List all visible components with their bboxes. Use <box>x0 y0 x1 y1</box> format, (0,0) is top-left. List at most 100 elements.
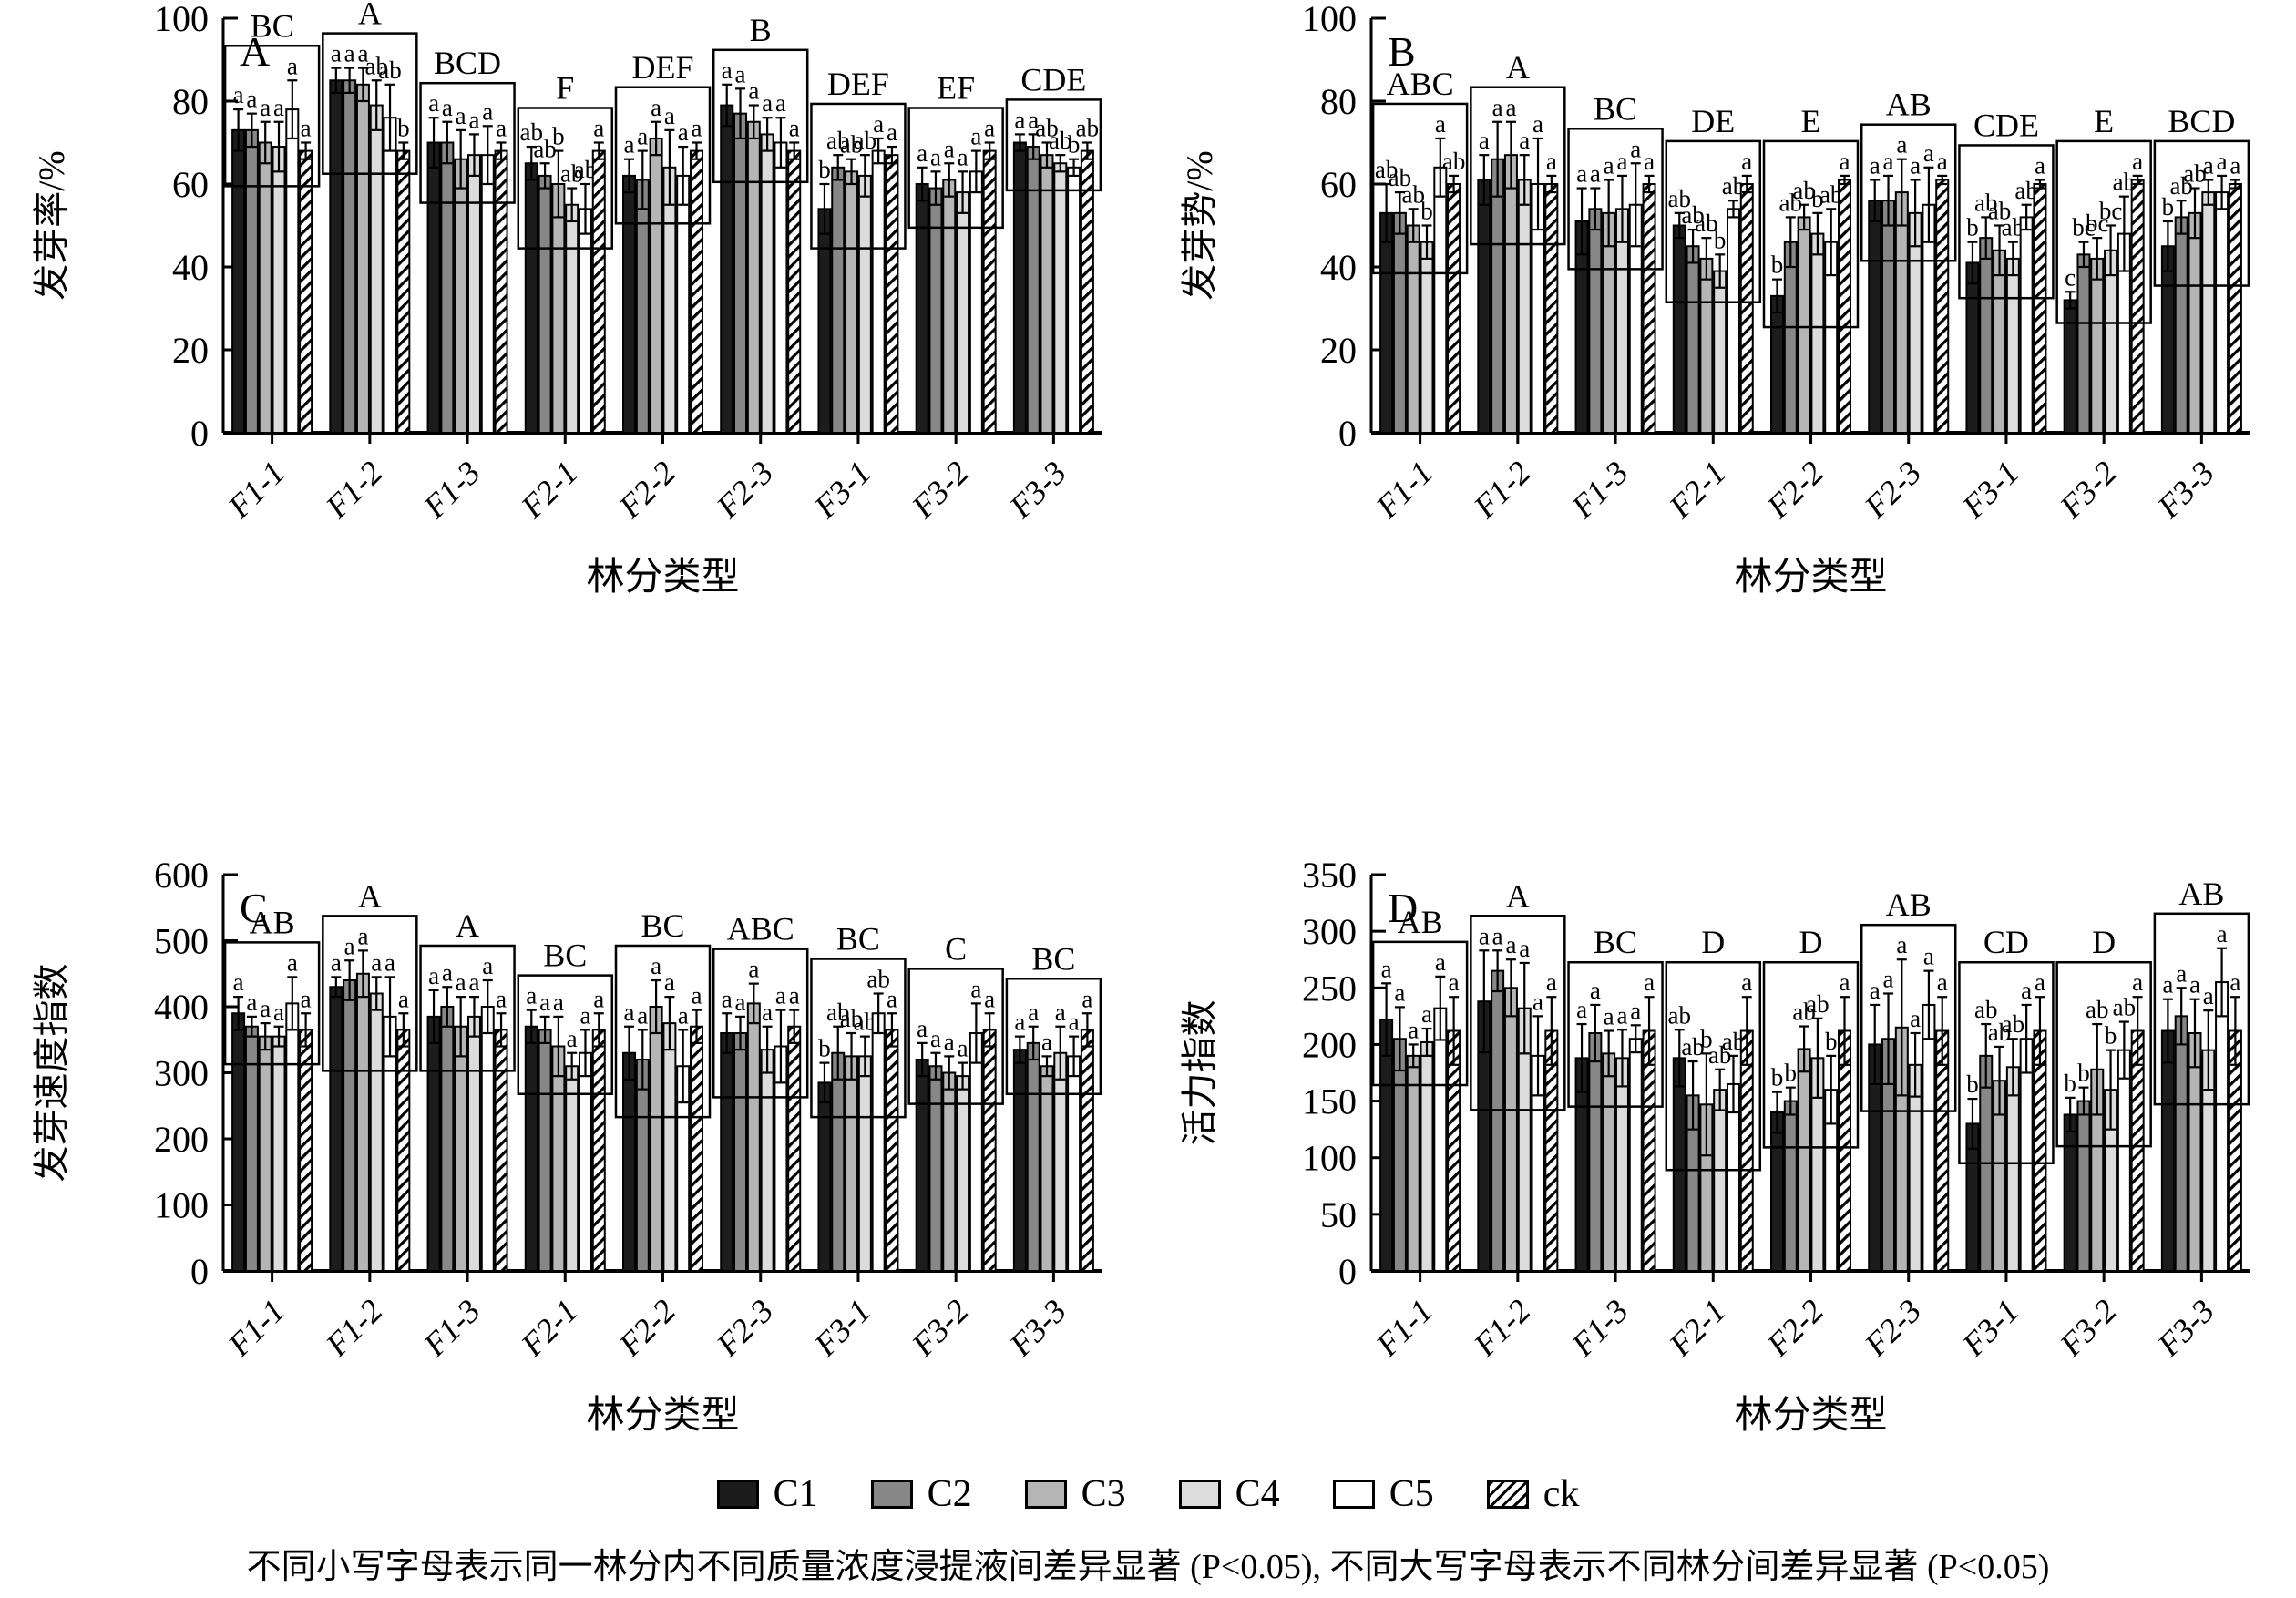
y-tick-label: 150 <box>1302 1081 1357 1122</box>
group-box-F3-3 <box>2153 912 2250 1106</box>
bar-sig-letter: b <box>1825 1028 1838 1055</box>
bar-ck-F2-3 <box>787 149 802 434</box>
bar-sig-letter: a <box>1870 977 1881 1004</box>
bar-C3-F3-3 <box>1040 1065 1054 1272</box>
bar-sig-letter: a <box>735 989 746 1016</box>
bar-C2-F2-3 <box>733 1032 748 1272</box>
bar-C3-F3-1 <box>845 1055 859 1272</box>
panel-letter: B <box>1388 28 1416 75</box>
bar-C4-F2-1 <box>1713 270 1727 434</box>
bar-sig-letter: a <box>2162 971 2173 999</box>
bar-ck-F1-1 <box>1447 183 1461 434</box>
group-sig-letter: BC <box>1594 90 1637 127</box>
bar-sig-letter: a <box>1028 999 1039 1026</box>
y-tick-label: 600 <box>154 855 209 896</box>
bar-sig-letter: a <box>722 985 733 1012</box>
group-sig-letter: DEF <box>631 49 693 86</box>
y-tick-label: 0 <box>1338 1251 1357 1292</box>
group-box-F3-2 <box>907 107 1004 230</box>
bar-sig-letter: a <box>678 1001 689 1029</box>
bar-sig-letter: a <box>930 1025 941 1052</box>
legend-item-c1: C1 <box>716 1475 818 1513</box>
bar-C5-F1-1 <box>1433 1007 1448 1273</box>
bar-C4-F2-2 <box>1810 232 1825 434</box>
bar-ck-F3-1 <box>2033 1029 2047 1272</box>
bar-C2-F1-3 <box>1588 208 1603 434</box>
group-sig-letter: BCD <box>434 45 501 81</box>
bar-C5-F1-1 <box>285 1002 300 1272</box>
x-tick-label: F1-2 <box>318 1292 389 1363</box>
bar-C4-F1-2 <box>369 992 384 1272</box>
group-box-F2-1 <box>1665 139 1762 303</box>
bar-C1-F1-1 <box>1379 211 1394 434</box>
bar-C2-F2-1 <box>538 1029 552 1272</box>
bar-C1-F1-2 <box>329 986 343 1272</box>
group-sig-letter: A <box>456 907 479 944</box>
bar-C4-F1-3 <box>1614 1057 1629 1273</box>
group-sig-letter: BC <box>543 937 587 974</box>
bar-C2-F3-1 <box>831 1051 846 1272</box>
bar-sig-letter: a <box>287 948 298 976</box>
legend-item-ck: ck <box>1486 1475 1579 1513</box>
x-tick-label: F2-2 <box>611 1292 682 1363</box>
bar-sig-letter: a <box>1937 968 1948 996</box>
bar-C3-F3-1 <box>845 170 859 434</box>
bar-sig-letter: a <box>1546 968 1557 996</box>
group-box-F1-1 <box>1371 940 1469 1087</box>
group-sig-letter: BC <box>641 907 684 944</box>
x-tick-label: F2-1 <box>1661 454 1732 525</box>
bar-sig-letter: a <box>442 958 453 986</box>
bar-C4-F2-1 <box>565 1065 579 1272</box>
group-box-F3-2 <box>2055 960 2152 1148</box>
bar-sig-letter: a <box>2035 968 2045 996</box>
group-sig-letter: ABC <box>1387 66 1454 102</box>
bar-sig-letter: b <box>1785 1060 1798 1087</box>
bar-sig-letter: b <box>1771 1064 1784 1091</box>
bar-C3-F2-3 <box>1894 191 1909 434</box>
bar-C3-F1-2 <box>1503 987 1518 1273</box>
bar-sig-letter: a <box>1576 996 1587 1023</box>
bar-sig-letter: a <box>2203 151 2214 179</box>
bar-C5-F3-3 <box>2215 191 2229 434</box>
bar-sig-letter: bc <box>2099 198 2123 225</box>
bar-C4-F1-2 <box>1517 179 1532 434</box>
group-sig-letter: EF <box>937 70 975 107</box>
bar-ck-F3-3 <box>2228 1029 2242 1272</box>
bar-C4-F2-3 <box>760 1049 774 1272</box>
bar-C4-F3-1 <box>2005 1066 2020 1272</box>
bar-sig-letter: a <box>246 86 257 113</box>
legend: C1 C2 C3 C4 C5 ck <box>0 1465 2296 1523</box>
group-sig-letter: BC <box>1031 940 1075 977</box>
bar-sig-letter: ab <box>1792 177 1815 204</box>
bar-sig-letter: a <box>775 982 786 1009</box>
bar-C2-F3-3 <box>1026 1041 1040 1272</box>
bar-C3-F3-3 <box>1040 154 1054 434</box>
x-tick-label: F3-3 <box>1002 454 1073 525</box>
legend-swatch-ck <box>1486 1480 1529 1509</box>
bar-ck-F1-2 <box>1544 183 1559 434</box>
group-sig-letter: A <box>358 877 382 914</box>
bar-C5-F3-1 <box>871 1012 886 1272</box>
bar-sig-letter: a <box>1014 1009 1025 1036</box>
bar-sig-letter: a <box>553 989 564 1016</box>
panel-germination-rate: 0 20 40 60 80 100 发芽率/% A F1-1 a a a a a a BC F1-2 a a a ab a… <box>0 0 1148 820</box>
bar-C3-F1-3 <box>454 158 468 434</box>
bar-sig-letter: a <box>748 956 759 983</box>
bar-C5-F3-1 <box>871 149 886 434</box>
y-tick-label: 250 <box>1302 968 1357 1009</box>
bar-C2-F3-2 <box>928 1065 943 1272</box>
bar-ck-F2-2 <box>690 149 703 434</box>
bar-sig-letter: a <box>1616 1001 1627 1029</box>
bar-C1-F3-2 <box>2063 1113 2077 1272</box>
group-sig-letter: AB <box>2178 876 2224 912</box>
bar-C4-F1-1 <box>1420 1040 1434 1272</box>
x-tick-label: F2-3 <box>709 1292 780 1363</box>
bar-ck-F1-1 <box>299 1029 313 1272</box>
bar-ck-F3-1 <box>885 1029 899 1272</box>
bar-sig-letter: a <box>1576 160 1587 188</box>
group-box-F2-2 <box>614 944 712 1119</box>
bar-C3-F2-2 <box>1797 216 1811 434</box>
bar-sig-letter: b <box>2162 193 2175 220</box>
bar-C4-F3-3 <box>1053 162 1068 434</box>
